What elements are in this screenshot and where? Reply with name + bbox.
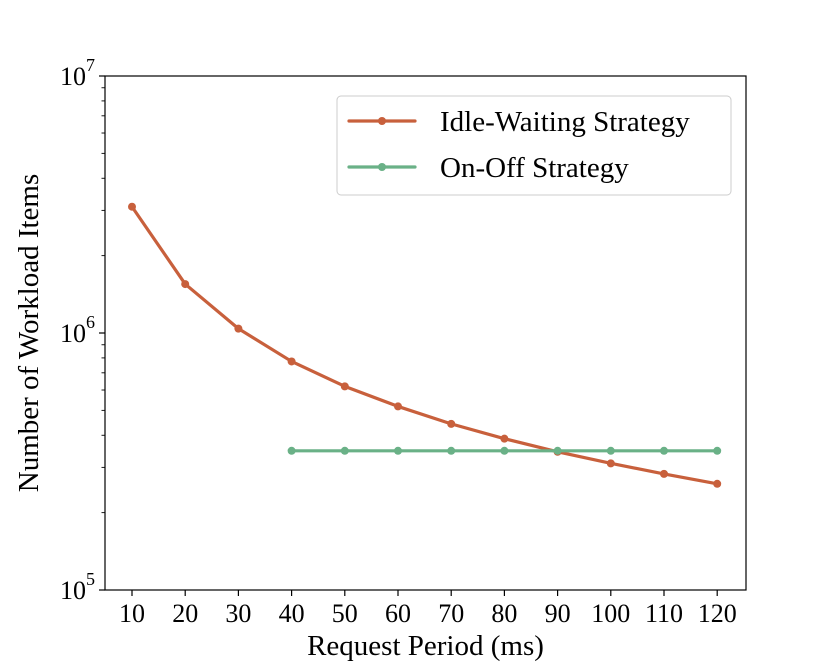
series-2-point	[287, 446, 296, 455]
x-tick-label: 110	[645, 599, 683, 628]
x-tick-label: 50	[332, 599, 358, 628]
series-2-point	[713, 446, 722, 455]
series-2-point	[500, 446, 509, 455]
y-axis-label: Number of Workload Items	[13, 174, 45, 492]
x-tick-label: 120	[698, 599, 737, 628]
x-tick-label: 80	[491, 599, 517, 628]
x-axis-label: Request Period (ms)	[307, 630, 544, 662]
x-tick-label: 40	[279, 599, 305, 628]
series-2-point	[447, 446, 456, 455]
series-1-point	[660, 469, 668, 478]
series-layer	[128, 202, 722, 488]
series-2-point	[340, 446, 349, 455]
series-1-point	[287, 357, 296, 366]
legend-box	[336, 95, 732, 196]
series-1-point	[394, 402, 402, 411]
legend-marker-2	[378, 163, 386, 171]
legend-label-2: On-Off Strategy	[440, 152, 629, 184]
series-2-point	[606, 446, 615, 455]
series-1-point	[234, 324, 243, 333]
series-1-point	[340, 382, 349, 391]
series-1-point	[447, 419, 456, 428]
y-tick-label: 106	[60, 312, 95, 348]
x-tick-label: 90	[545, 599, 571, 628]
series-2-point	[660, 446, 668, 455]
series-1-point	[713, 479, 722, 488]
legend-label-1: Idle-Waiting Strategy	[440, 106, 690, 138]
x-tick-label: 20	[172, 599, 198, 628]
series-2-point	[394, 446, 402, 455]
legend-marker-1	[378, 117, 386, 125]
x-tick-label: 100	[591, 599, 630, 628]
series-2-point	[553, 446, 562, 455]
x-tick-label: 70	[438, 599, 464, 628]
series-1-point	[181, 280, 190, 289]
series-1-point	[606, 459, 615, 468]
x-tick-label: 10	[119, 599, 145, 628]
series-1-point	[128, 202, 136, 211]
x-tick-label: 60	[385, 599, 411, 628]
y-axis: 105 106 107	[60, 55, 105, 605]
x-tick-label: 30	[225, 599, 251, 628]
series-1-point	[500, 434, 509, 443]
series-line-1	[130, 205, 719, 486]
y-tick-label: 105	[60, 569, 95, 605]
y-tick-label: 107	[60, 55, 95, 91]
x-axis: 10 20 30 40 50 60 70 80 90 100 110 120	[119, 590, 737, 628]
legend: Idle-Waiting Strategy On-Off Strategy	[336, 95, 732, 196]
